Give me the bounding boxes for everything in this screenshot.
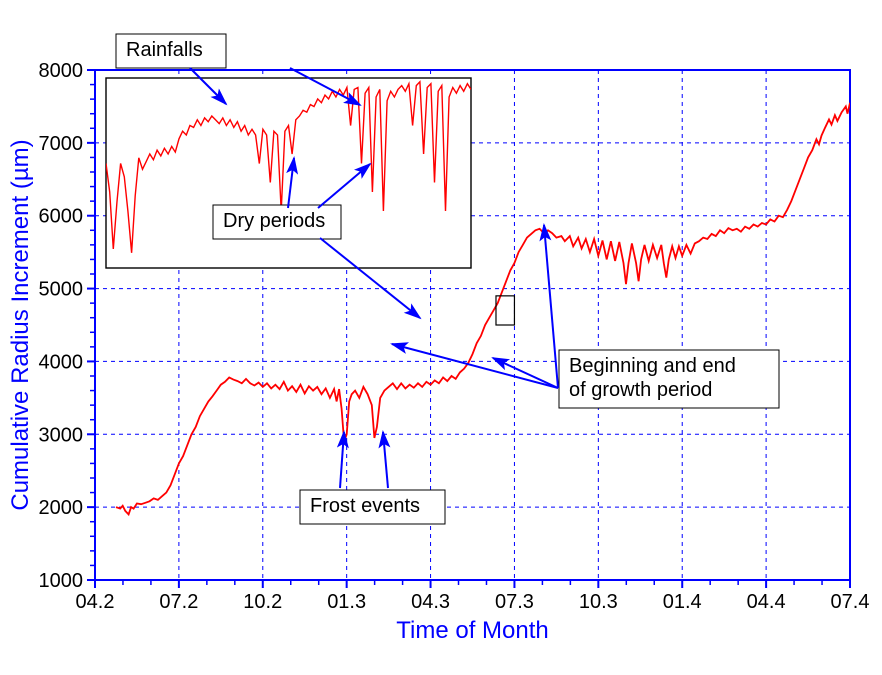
- annotation-arrow: [340, 432, 344, 488]
- svg-text:2000: 2000: [39, 497, 84, 519]
- annotation-arrow: [383, 432, 388, 488]
- svg-text:07.2: 07.2: [159, 591, 198, 613]
- y-axis-title: Cumulative Radius Increment (µm): [7, 139, 34, 510]
- x-axis-title: Time of Month: [396, 617, 549, 644]
- annotation-arrow: [544, 225, 558, 388]
- svg-text:07.4: 07.4: [831, 591, 870, 613]
- svg-text:04.3: 04.3: [411, 591, 450, 613]
- svg-text:1000: 1000: [39, 570, 84, 592]
- svg-text:5000: 5000: [39, 279, 84, 301]
- svg-text:10.3: 10.3: [579, 591, 618, 613]
- frost-events-annotation-label: Frost events: [310, 495, 420, 517]
- svg-text:01.3: 01.3: [327, 591, 366, 613]
- svg-text:4000: 4000: [39, 351, 84, 373]
- svg-text:01.4: 01.4: [663, 591, 702, 613]
- growth-period-annotation-label: Beginning and end: [569, 355, 736, 377]
- svg-text:07.3: 07.3: [495, 591, 534, 613]
- svg-text:10.2: 10.2: [243, 591, 282, 613]
- chart-root: 04.2 07.2 10.2 01.3 04.3 07.3 10.3 01.4 04.4 07.4…: [0, 0, 882, 675]
- svg-text:04.4: 04.4: [747, 591, 786, 613]
- svg-text:8000: 8000: [39, 60, 84, 82]
- dry-periods-annotation-label: Dry periods: [223, 210, 325, 232]
- svg-text:04.2: 04.2: [76, 591, 115, 613]
- svg-text:3000: 3000: [39, 424, 84, 446]
- annotation-arrow: [392, 344, 558, 388]
- svg-text:7000: 7000: [39, 133, 84, 155]
- rainfalls-annotation-label: Rainfalls: [126, 39, 203, 61]
- svg-text:6000: 6000: [39, 206, 84, 228]
- chart-svg: 04.2 07.2 10.2 01.3 04.3 07.3 10.3 01.4 04.4 07.4…: [0, 0, 882, 675]
- growth-period-annotation-label: of growth period: [569, 379, 712, 401]
